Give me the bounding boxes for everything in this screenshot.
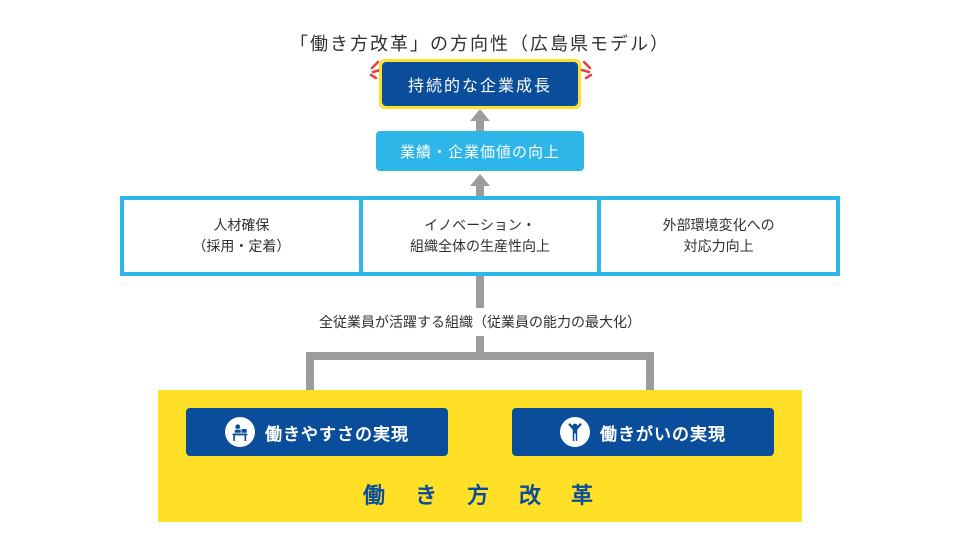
pillar-right-icon-circle: [560, 417, 590, 447]
mid-org-label: 全従業員が活躍する組織（従業員の能力の最大化）: [280, 308, 680, 336]
arms-up-icon: [563, 420, 587, 444]
desk-person-icon: [228, 420, 252, 444]
reform-base-title: 働 き 方 改 革: [0, 478, 960, 510]
pillar-left-box: 働きやすさの実現: [186, 408, 448, 456]
pillar-right-box: 働きがいの実現: [512, 408, 774, 456]
pillar-left-icon-circle: [225, 417, 255, 447]
pillar-left-label: 働きやすさの実現: [265, 420, 409, 445]
pillar-right-label: 働きがいの実現: [600, 420, 726, 445]
